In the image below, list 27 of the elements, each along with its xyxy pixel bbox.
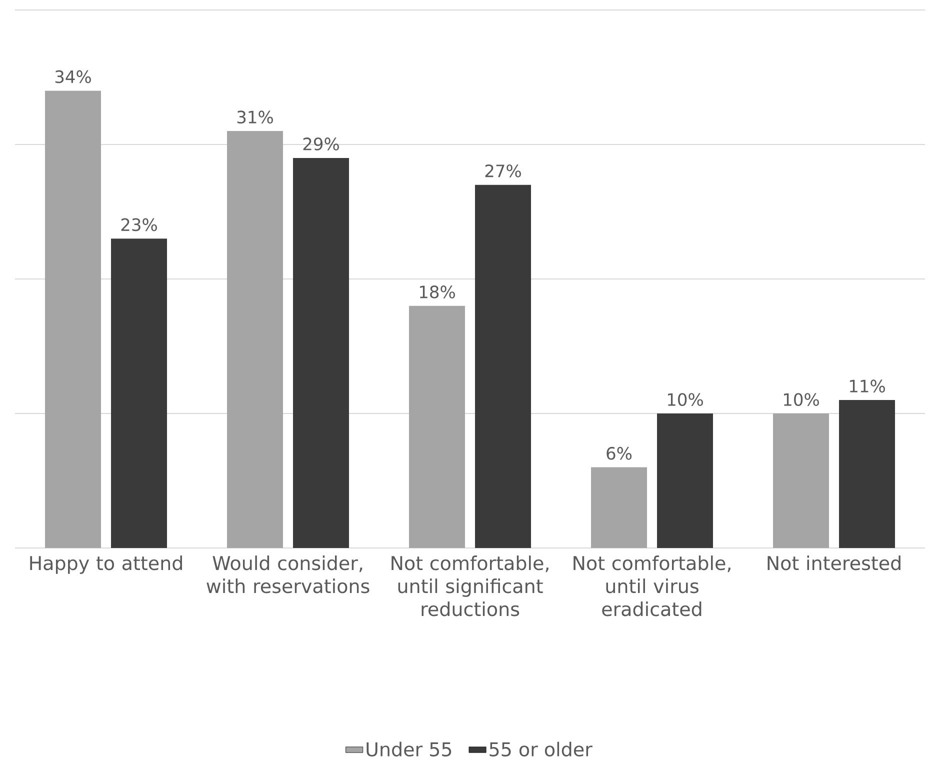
bar — [773, 414, 830, 548]
bar — [409, 306, 466, 548]
x-tick-label: Not comfortable, until virus eradicated — [574, 556, 730, 616]
bar — [111, 238, 168, 548]
x-tick-label: Not comfortable, until significant reductions — [392, 556, 548, 616]
data-label: 11% — [850, 380, 885, 393]
data-label: 18% — [420, 286, 455, 298]
bar — [227, 131, 284, 548]
data-label: 10% — [784, 393, 819, 406]
bar — [657, 414, 714, 548]
bar — [293, 158, 350, 548]
data-label: 6% — [606, 446, 632, 460]
x-tick-label: Happy to attend — [30, 556, 182, 574]
data-label: 31% — [237, 110, 273, 124]
legend-label: Under 55 — [366, 742, 452, 756]
data-label: 29% — [303, 138, 339, 150]
data-label: 23% — [121, 218, 157, 232]
x-tick-label: Would consider, with reservations — [206, 556, 370, 594]
legend-label: 55 or older — [490, 742, 592, 756]
bar — [839, 400, 896, 548]
data-label: 10% — [668, 393, 703, 406]
bar — [591, 467, 648, 548]
data-label: 34% — [55, 70, 91, 84]
data-label: 27% — [485, 164, 521, 178]
x-tick-label: Not interested — [768, 556, 900, 570]
bar — [475, 184, 532, 548]
bar — [45, 90, 102, 548]
